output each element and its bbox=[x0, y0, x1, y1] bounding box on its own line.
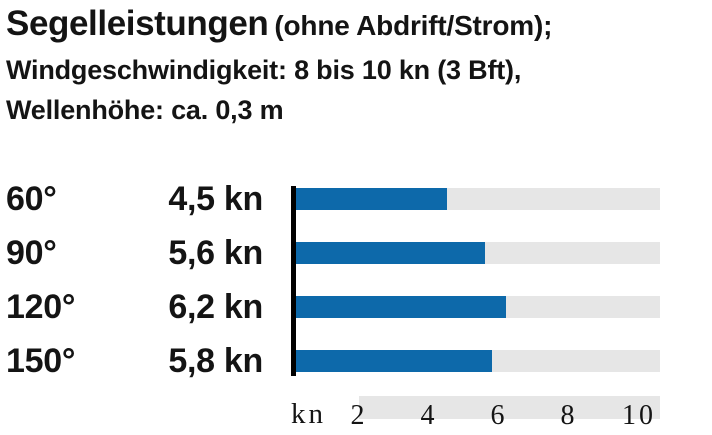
boat-speed-label: 6,2 kn bbox=[168, 288, 263, 326]
wind-angle-label: 150° bbox=[6, 342, 76, 380]
boat-speed-label: 5,6 kn bbox=[168, 234, 263, 272]
chart-row: 120° 6,2 kn bbox=[0, 290, 712, 324]
x-axis-tick-label: 4 bbox=[420, 400, 438, 431]
subtitle-windspeed: Windgeschwindigkeit: 8 bis 10 kn (3 Bft)… bbox=[6, 55, 522, 85]
title-line: Segelleistungen (ohne Abdrift/Strom); bbox=[6, 0, 552, 50]
page-title-suffix: (ohne Abdrift/Strom); bbox=[274, 10, 553, 41]
subtitle-waveheight: Wellenhöhe: ca. 0,3 m bbox=[6, 95, 284, 125]
x-axis-tick-label: 10 bbox=[622, 400, 656, 431]
bar-track bbox=[296, 188, 660, 210]
x-axis-unit-label: kn bbox=[291, 398, 326, 430]
boat-speed-label: 4,5 kn bbox=[168, 180, 263, 218]
bar-fill bbox=[296, 350, 492, 372]
wind-angle-label: 60° bbox=[6, 180, 57, 218]
boat-speed-label: 5,8 kn bbox=[168, 342, 263, 380]
y-axis-line bbox=[291, 186, 296, 376]
bar-track bbox=[296, 296, 660, 318]
x-axis-tick-label: 6 bbox=[490, 400, 508, 431]
bar-fill bbox=[296, 242, 485, 264]
x-axis-tick-label: 2 bbox=[350, 400, 368, 431]
page-title: Segelleistungen bbox=[6, 4, 269, 43]
bar-fill bbox=[296, 296, 506, 318]
header: Segelleistungen (ohne Abdrift/Strom); Win… bbox=[6, 0, 552, 130]
chart-row: 60° 4,5 kn bbox=[0, 182, 712, 216]
x-axis-tick-label: 8 bbox=[560, 400, 578, 431]
bar-track bbox=[296, 242, 660, 264]
wind-angle-label: 90° bbox=[6, 234, 57, 272]
x-axis-strip bbox=[359, 396, 660, 419]
bar-fill bbox=[296, 188, 447, 210]
chart-row: 150° 5,8 kn bbox=[0, 344, 712, 378]
chart-row: 90° 5,6 kn bbox=[0, 236, 712, 270]
bar-track bbox=[296, 350, 660, 372]
wind-angle-label: 120° bbox=[6, 288, 76, 326]
